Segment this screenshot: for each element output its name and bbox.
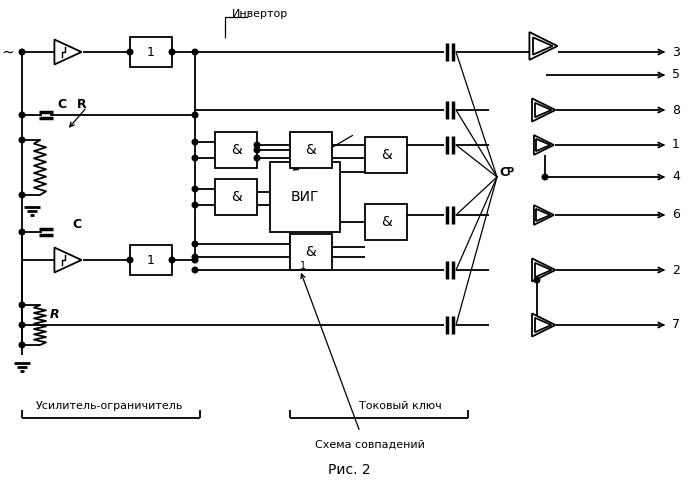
Text: &: & [381, 148, 391, 162]
Text: C: C [72, 218, 81, 230]
Circle shape [192, 257, 198, 263]
Circle shape [19, 49, 24, 55]
Text: R: R [77, 98, 87, 112]
Circle shape [192, 202, 198, 208]
Bar [290, 132, 332, 168]
Circle shape [192, 49, 198, 55]
Circle shape [534, 277, 540, 283]
Bar [130, 245, 172, 275]
Polygon shape [534, 135, 554, 155]
Polygon shape [529, 32, 558, 60]
Bar [365, 137, 407, 173]
Text: Инвертор: Инвертор [232, 9, 288, 19]
Circle shape [192, 112, 198, 118]
Text: &: & [305, 143, 317, 157]
Text: 1: 1 [147, 254, 155, 266]
Circle shape [192, 267, 198, 273]
Polygon shape [532, 98, 556, 122]
Polygon shape [535, 263, 552, 277]
Circle shape [192, 254, 198, 260]
Bar [365, 204, 407, 240]
Text: &: & [231, 190, 241, 204]
Circle shape [254, 142, 260, 148]
Text: 1: 1 [300, 261, 306, 271]
Text: ~: ~ [1, 44, 15, 60]
Bar [130, 37, 172, 67]
Text: &: & [305, 245, 317, 259]
Text: С: С [499, 166, 508, 179]
Text: &: & [231, 143, 241, 157]
Text: Рис. 2: Рис. 2 [328, 463, 370, 477]
Circle shape [169, 257, 175, 263]
Text: Усилитель-ограничитель: Усилитель-ограничитель [36, 401, 184, 411]
Circle shape [192, 155, 198, 161]
Circle shape [19, 112, 24, 118]
Circle shape [169, 49, 175, 55]
Circle shape [192, 139, 198, 145]
Circle shape [254, 155, 260, 161]
Text: Токовый ключ: Токовый ключ [359, 401, 441, 411]
Text: 1: 1 [147, 46, 155, 59]
Bar [215, 132, 257, 168]
Text: 6: 6 [672, 208, 680, 222]
Text: 8: 8 [672, 104, 680, 117]
Polygon shape [536, 139, 550, 151]
Circle shape [127, 49, 133, 55]
Polygon shape [532, 314, 556, 336]
Polygon shape [535, 318, 552, 332]
Circle shape [192, 186, 198, 192]
Polygon shape [55, 40, 82, 64]
Text: 4: 4 [672, 170, 680, 183]
Text: C: C [57, 98, 66, 112]
Polygon shape [534, 205, 554, 225]
Circle shape [542, 174, 548, 180]
Circle shape [19, 322, 24, 328]
Bar [270, 162, 340, 232]
Bar [215, 179, 257, 215]
Polygon shape [535, 103, 552, 117]
Text: Р: Р [506, 167, 513, 177]
Bar [290, 234, 332, 270]
Text: ВИГ: ВИГ [291, 190, 319, 204]
Circle shape [127, 257, 133, 263]
Text: R: R [50, 308, 59, 322]
Circle shape [19, 229, 24, 235]
Text: &: & [381, 215, 391, 229]
Circle shape [254, 147, 260, 153]
Circle shape [192, 241, 198, 247]
Circle shape [19, 302, 24, 308]
Circle shape [19, 192, 24, 198]
Text: 5: 5 [672, 68, 680, 82]
Text: 7: 7 [672, 318, 680, 332]
Polygon shape [533, 38, 553, 54]
Text: Схема совпадений: Схема совпадений [315, 440, 425, 450]
Text: 2: 2 [672, 264, 680, 276]
Text: 3: 3 [672, 46, 680, 59]
Circle shape [19, 342, 24, 348]
Circle shape [19, 137, 24, 143]
Polygon shape [55, 248, 82, 272]
Text: 1: 1 [672, 138, 680, 151]
Polygon shape [536, 209, 550, 221]
Polygon shape [532, 258, 556, 281]
